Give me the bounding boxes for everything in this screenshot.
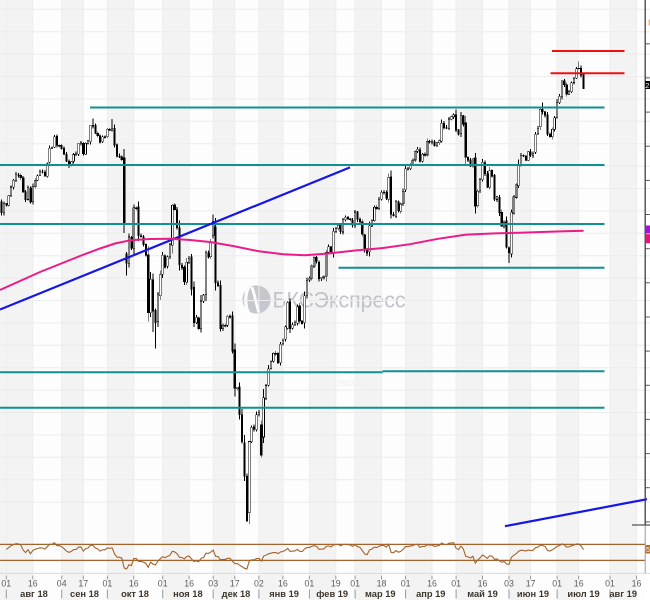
svg-text:01: 01: [552, 579, 562, 589]
svg-text:авг 19: авг 19: [609, 589, 637, 599]
svg-text:16: 16: [574, 579, 584, 589]
svg-text:01: 01: [103, 579, 113, 589]
svg-text:18: 18: [377, 579, 387, 589]
svg-text:дек 18: дек 18: [222, 589, 251, 599]
svg-text:16: 16: [478, 579, 488, 589]
svg-text:02: 02: [254, 579, 264, 589]
svg-text:фев 19: фев 19: [316, 589, 348, 599]
svg-text:2603.54: 2603.54: [337, 379, 366, 388]
svg-text:01: 01: [451, 579, 461, 589]
svg-text:16: 16: [184, 579, 194, 589]
svg-text:01: 01: [158, 579, 168, 589]
svg-text:16: 16: [28, 579, 38, 589]
svg-text:01: 01: [1, 579, 11, 589]
svg-text:17: 17: [230, 579, 240, 589]
svg-text:16: 16: [632, 579, 642, 589]
svg-text:мар 19: мар 19: [365, 589, 396, 599]
svg-text:апр 19: апр 19: [416, 589, 445, 599]
svg-text:окт 18: окт 18: [121, 589, 149, 599]
svg-text:2: 2: [645, 81, 649, 90]
svg-text:01: 01: [401, 579, 411, 589]
svg-text:16: 16: [427, 579, 437, 589]
svg-text:01: 01: [605, 579, 615, 589]
svg-text:июл 19: июл 19: [567, 589, 599, 599]
svg-text:сен 18: сен 18: [70, 589, 99, 599]
svg-text:16: 16: [278, 579, 288, 589]
svg-text:03: 03: [208, 579, 218, 589]
svg-text:ноя 18: ноя 18: [173, 589, 203, 599]
svg-text:5: 5: [646, 547, 650, 554]
svg-text:май 19: май 19: [467, 589, 498, 599]
svg-text:июн 19: июн 19: [517, 589, 549, 599]
svg-text:авг 18: авг 18: [20, 589, 48, 599]
svg-text:16: 16: [129, 579, 139, 589]
svg-text:04: 04: [57, 579, 67, 589]
svg-text:01: 01: [350, 579, 360, 589]
svg-text:19: 19: [331, 579, 341, 589]
svg-text:03: 03: [504, 579, 514, 589]
svg-text:01: 01: [305, 579, 315, 589]
svg-text:17: 17: [526, 579, 536, 589]
svg-text:17: 17: [78, 579, 88, 589]
svg-text:янв 19: янв 19: [269, 589, 299, 599]
